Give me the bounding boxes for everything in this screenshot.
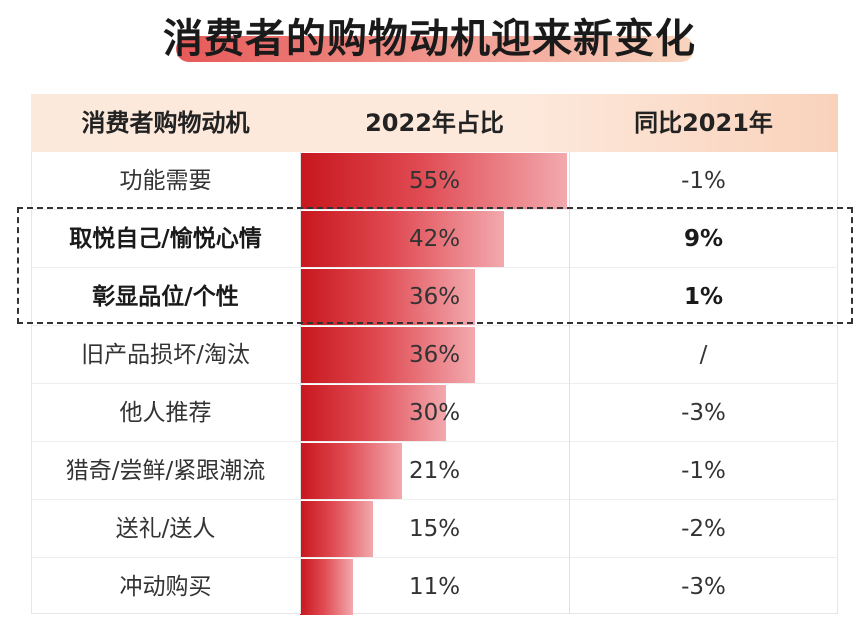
table-row: 猎奇/尝鲜/紧跟潮流 21% -1% <box>31 442 838 500</box>
value-label: 42% <box>408 226 461 252</box>
row-separator <box>31 499 838 500</box>
yoy-label: 1% <box>683 284 724 310</box>
yoy-label: 9% <box>683 226 724 252</box>
bar-7 <box>300 501 373 557</box>
title-area: 消费者的购物动机迎来新变化 <box>0 0 859 70</box>
category-label: 冲动购买 <box>119 574 212 600</box>
bar-1 <box>300 153 567 209</box>
table-row: 功能需要 55% -1% <box>31 152 838 210</box>
row-separator <box>31 267 838 268</box>
page-title: 消费者的购物动机迎来新变化 <box>163 16 696 62</box>
column-divider <box>569 152 570 614</box>
category-label: 取悦自己/愉悦心情 <box>69 226 262 252</box>
value-label: 36% <box>408 284 461 310</box>
yoy-label: -1% <box>681 168 726 194</box>
category-label: 彰显品位/个性 <box>92 284 239 310</box>
row-separator <box>31 383 838 384</box>
table-header: 消费者购物动机 2022年占比 同比2021年 <box>31 94 838 152</box>
yoy-label: -3% <box>681 400 726 426</box>
bar-8 <box>300 559 354 615</box>
row-separator <box>31 557 838 558</box>
column-divider <box>300 152 301 614</box>
row-separator <box>31 441 838 442</box>
category-label: 功能需要 <box>119 168 212 194</box>
table-row: 取悦自己/愉悦心情 42% 9% <box>31 210 838 268</box>
bar-4 <box>300 327 475 383</box>
value-label: 11% <box>408 574 461 600</box>
header-share-2022: 2022年占比 <box>365 109 504 137</box>
table-row: 他人推荐 30% -3% <box>31 384 838 442</box>
category-label: 旧产品损坏/淘汰 <box>81 342 250 368</box>
yoy-label: / <box>699 342 708 368</box>
table-row: 送礼/送人 15% -2% <box>31 500 838 558</box>
table-row: 旧产品损坏/淘汰 36% / <box>31 326 838 384</box>
category-label: 他人推荐 <box>119 400 212 426</box>
value-label: 55% <box>408 168 461 194</box>
table-row: 彰显品位/个性 36% 1% <box>31 268 838 326</box>
yoy-label: -2% <box>681 516 726 542</box>
category-label: 送礼/送人 <box>115 516 216 542</box>
highlight-dashed-box <box>17 207 853 324</box>
value-label: 21% <box>408 458 461 484</box>
header-motive: 消费者购物动机 <box>81 109 250 137</box>
yoy-label: -1% <box>681 458 726 484</box>
value-label: 15% <box>408 516 461 542</box>
value-label: 30% <box>408 400 461 426</box>
yoy-label: -3% <box>681 574 726 600</box>
bar-6 <box>300 443 402 499</box>
title-highlight <box>176 36 694 62</box>
category-label: 猎奇/尝鲜/紧跟潮流 <box>65 458 266 484</box>
header-yoy-2021: 同比2021年 <box>634 109 773 137</box>
row-separator <box>31 325 838 326</box>
value-label: 36% <box>408 342 461 368</box>
row-separator <box>31 209 838 210</box>
table-row: 冲动购买 11% -3% <box>31 558 838 616</box>
bar-5 <box>300 385 446 441</box>
bar-2 <box>300 211 504 267</box>
bar-3 <box>300 269 475 325</box>
